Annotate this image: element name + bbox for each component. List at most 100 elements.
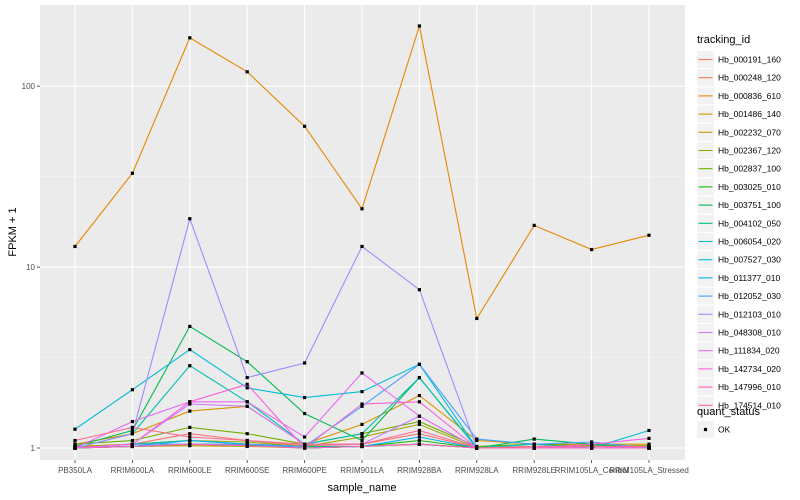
data-point xyxy=(303,446,307,450)
data-point xyxy=(417,442,421,446)
data-point xyxy=(245,400,249,404)
data-point xyxy=(417,435,421,439)
data-point xyxy=(590,444,594,449)
legend-label: Hb_048308_010 xyxy=(718,328,781,338)
legend-label: Hb_006054_020 xyxy=(718,237,781,247)
legend-label: Hb_011377_010 xyxy=(718,273,781,283)
data-point xyxy=(417,438,421,443)
data-point xyxy=(303,411,307,416)
legend-label: Hb_001486_140 xyxy=(718,109,781,119)
legend-point-symbol xyxy=(703,427,708,432)
data-point xyxy=(188,400,192,404)
data-point xyxy=(475,446,479,450)
data-point xyxy=(303,442,307,446)
data-point xyxy=(130,444,134,449)
data-point xyxy=(532,442,536,446)
legend-label: Hb_002232_070 xyxy=(718,127,781,137)
data-point xyxy=(647,436,651,440)
data-point xyxy=(130,438,134,443)
data-point xyxy=(188,442,192,446)
data-point xyxy=(188,438,192,443)
legend-title: quant_status xyxy=(697,406,760,418)
data-point xyxy=(130,432,134,436)
data-point xyxy=(303,124,307,128)
data-point xyxy=(532,437,536,441)
data-point xyxy=(188,324,192,328)
data-point xyxy=(360,371,364,375)
data-point xyxy=(188,425,192,429)
x-tick-label: RRIM600LE xyxy=(168,466,212,475)
data-point xyxy=(360,438,364,443)
data-point xyxy=(245,382,249,386)
data-point xyxy=(647,428,651,433)
data-point xyxy=(590,440,594,444)
y-axis-title: FPKM + 1 xyxy=(7,207,19,256)
data-point xyxy=(417,393,421,398)
x-tick-label: RRIM105LA_Control xyxy=(555,466,629,475)
data-point xyxy=(417,428,421,433)
data-point xyxy=(245,386,249,390)
data-point xyxy=(303,361,307,365)
legend-tracking-id: tracking_id Hb_000191_160 Hb_000248_120 Hb… xyxy=(697,34,781,414)
legend-title: tracking_id xyxy=(697,34,750,46)
data-point xyxy=(532,223,536,227)
data-point xyxy=(475,316,479,321)
data-point xyxy=(188,409,192,413)
data-point xyxy=(188,36,192,40)
legend-label: Hb_000248_120 xyxy=(718,73,781,83)
data-point xyxy=(130,171,134,175)
data-point xyxy=(188,435,192,439)
data-point xyxy=(130,428,134,433)
data-point xyxy=(532,444,536,449)
legend-label: OK xyxy=(718,425,731,435)
data-point xyxy=(360,402,364,406)
data-point xyxy=(417,375,421,380)
data-point xyxy=(360,207,364,211)
data-point xyxy=(73,442,77,446)
data-point xyxy=(73,446,77,450)
y-tick-label: 100 xyxy=(22,82,36,91)
data-point xyxy=(245,404,249,408)
y-tick-label: 10 xyxy=(26,263,35,272)
data-point xyxy=(647,233,651,237)
data-points xyxy=(73,24,651,450)
x-tick-label: RRIM600PE xyxy=(282,466,326,475)
data-point xyxy=(245,360,249,364)
data-point xyxy=(245,375,249,380)
legend-label: Hb_003751_100 xyxy=(718,200,781,210)
data-point xyxy=(130,419,134,424)
legend-label: Hb_012052_030 xyxy=(718,291,781,301)
legend-label: Hb_007527_030 xyxy=(718,255,781,265)
data-point xyxy=(417,24,421,28)
data-point xyxy=(360,389,364,394)
legend-label: Hb_002367_120 xyxy=(718,146,781,156)
data-point xyxy=(360,432,364,436)
data-point xyxy=(417,432,421,436)
data-point xyxy=(360,444,364,449)
data-point xyxy=(475,437,479,441)
x-tick-label: RRIM600LA xyxy=(111,466,155,475)
legend-label: Hb_000836_610 xyxy=(718,91,781,101)
legend-label: Hb_004102_050 xyxy=(718,218,781,228)
y-tick-label: 1 xyxy=(31,444,36,453)
data-point xyxy=(73,438,77,443)
legend-label: Hb_174514_010 xyxy=(718,400,781,410)
data-point xyxy=(303,435,307,439)
data-point xyxy=(188,217,192,221)
data-point xyxy=(360,422,364,427)
x-axis-title: sample_name xyxy=(327,482,396,494)
data-point xyxy=(245,70,249,74)
data-point xyxy=(188,432,192,436)
gridlines xyxy=(40,5,685,460)
legend-label: Hb_142734_020 xyxy=(718,364,781,374)
data-point xyxy=(73,427,77,431)
data-point xyxy=(417,422,421,427)
data-point xyxy=(130,388,134,392)
data-point xyxy=(188,364,192,368)
legend-label: Hb_111834_020 xyxy=(718,346,780,356)
data-point xyxy=(188,402,192,406)
legend-label: Hb_012103_010 xyxy=(718,309,781,319)
data-point xyxy=(303,395,307,400)
x-tick-label: PB350LA xyxy=(58,466,92,475)
